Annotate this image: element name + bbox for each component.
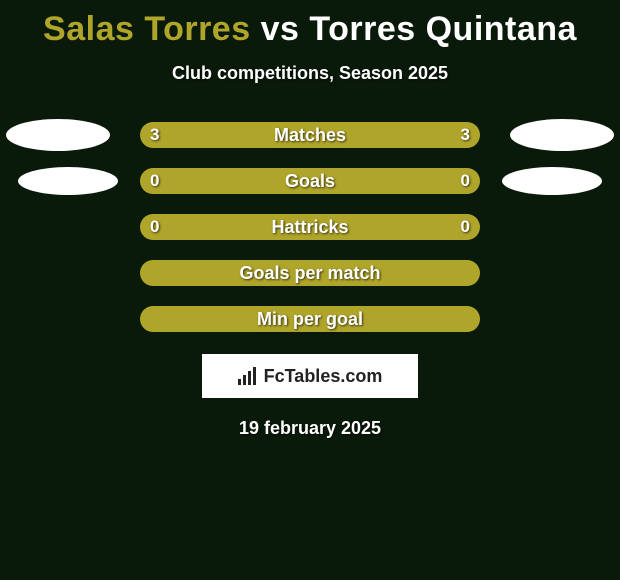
stat-row-goals: 0 Goals 0 bbox=[0, 168, 620, 194]
comparison-card: Salas Torres vs Torres Quintana Club com… bbox=[0, 0, 620, 580]
stat-row-goals-per-match: Goals per match bbox=[0, 260, 620, 286]
stat-row-hattricks: 0 Hattricks 0 bbox=[0, 214, 620, 240]
player1-avatar bbox=[6, 119, 110, 151]
logo: FcTables.com bbox=[238, 366, 383, 387]
stat-value-right: 0 bbox=[461, 214, 470, 240]
stat-value-right: 0 bbox=[461, 168, 470, 194]
stat-row-matches: 3 Matches 3 bbox=[0, 122, 620, 148]
player2-avatar bbox=[510, 119, 614, 151]
player1-name: Salas Torres bbox=[43, 10, 251, 48]
stat-rows: 3 Matches 3 0 Goals 0 0 Hattricks 0 Goal… bbox=[0, 122, 620, 332]
player2-avatar bbox=[502, 167, 602, 195]
player1-avatar bbox=[18, 167, 118, 195]
chart-icon bbox=[238, 367, 258, 385]
page-title: Salas Torres vs Torres Quintana bbox=[0, 0, 620, 49]
player2-name: Torres Quintana bbox=[309, 10, 577, 48]
stat-label: Goals per match bbox=[140, 260, 480, 286]
date-label: 19 february 2025 bbox=[0, 418, 620, 439]
logo-box: FcTables.com bbox=[202, 354, 418, 398]
logo-text: FcTables.com bbox=[264, 366, 383, 387]
subtitle: Club competitions, Season 2025 bbox=[0, 63, 620, 84]
stat-row-min-per-goal: Min per goal bbox=[0, 306, 620, 332]
stat-label: Goals bbox=[140, 168, 480, 194]
vs-label: vs bbox=[261, 10, 300, 48]
stat-value-right: 3 bbox=[461, 122, 470, 148]
stat-label: Min per goal bbox=[140, 306, 480, 332]
stat-label: Hattricks bbox=[140, 214, 480, 240]
stat-label: Matches bbox=[140, 122, 480, 148]
